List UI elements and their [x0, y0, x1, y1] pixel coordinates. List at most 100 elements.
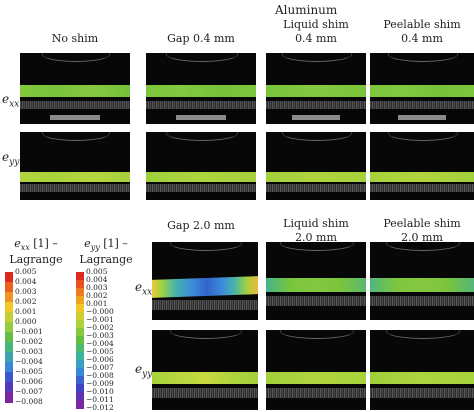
legend-eyy-title: eyy [1] – Lagrange [79, 237, 133, 267]
legend-tick-label: 0.002 [86, 291, 108, 300]
col-peelable-04-line1: Peelable shim [383, 18, 461, 31]
legend-tick-label: −0.005 [86, 347, 114, 356]
legend-tick-label: 0.001 [86, 299, 108, 308]
col-liquid-04-line2: 0.4 mm [295, 32, 337, 45]
image-peelable-20-exx [370, 242, 474, 320]
legend-color-bin [5, 382, 13, 393]
col-peelable-20-line1: Peelable shim [383, 217, 461, 230]
legend-tick-label: 0.004 [86, 275, 108, 284]
legend-color-bin [76, 336, 84, 345]
legend-tick-label: −0.011 [86, 395, 114, 404]
legend-color-bin [76, 280, 84, 289]
image-no-shim-eyy [20, 132, 130, 200]
legend-color-bin [76, 368, 84, 377]
legend-color-bin [76, 352, 84, 361]
legend-tick-label: 0.001 [15, 307, 37, 316]
legend-color-bin [5, 312, 13, 323]
legend-tick-label: −0.002 [86, 323, 114, 332]
image-no-shim-exx [20, 53, 130, 124]
image-gap-20-eyy [152, 330, 258, 410]
legend-color-bin [5, 322, 13, 333]
legend-color-bin [5, 342, 13, 353]
legend-tick-label: 0.004 [15, 277, 37, 286]
legend-tick-label: 0.005 [86, 267, 108, 276]
legend-color-bin [76, 272, 84, 281]
col-no-shim-label: No shim [51, 32, 99, 45]
legend-color-bin [76, 344, 84, 353]
group-title: Aluminum [275, 3, 338, 17]
legend-tick-label: −0.004 [86, 339, 114, 348]
legend-color-bin [5, 292, 13, 303]
col-liquid-04-line1: Liquid shim [283, 18, 349, 31]
row-label-exx-top: exx [2, 92, 20, 110]
legend-color-bin [76, 392, 84, 401]
row-label-eyy-bottom: eyy [135, 362, 153, 380]
legend-tick-label: −0.009 [86, 379, 114, 388]
legend-color-bin [76, 288, 84, 297]
image-peelable-04-exx [370, 53, 474, 124]
legend-color-bin [76, 400, 84, 409]
image-peelable-20-eyy [370, 330, 474, 410]
legend-tick-label: 0.000 [15, 317, 37, 326]
col-peelable-04-label: Peelable shim 0.4 mm [370, 19, 474, 45]
col-liquid-20-line2: 2.0 mm [295, 231, 337, 244]
col-gap-04-label: Gap 0.4 mm [167, 32, 235, 45]
legend-exx: exx [1] – Lagrange 0.005 0.004 0.003 0.002 0… [0, 238, 70, 412]
image-liquid-04-exx [266, 53, 366, 124]
legend-color-bin [5, 362, 13, 373]
col-liquid-04-label: Liquid shim 0.4 mm [268, 19, 364, 45]
col-gap-20-label: Gap 2.0 mm [167, 219, 235, 232]
legend-color-bin [76, 328, 84, 337]
legend-tick-label: −0.001 [15, 327, 43, 336]
col-peelable-20-label: Peelable shim 2.0 mm [370, 218, 474, 244]
legend-color-bin [76, 376, 84, 385]
legend-tick-label: 0.003 [86, 283, 108, 292]
legend-color-bin [76, 320, 84, 329]
legend-color-bin [76, 296, 84, 305]
legend-tick-label: −0.007 [15, 387, 43, 396]
legend-color-bin [5, 332, 13, 343]
image-peelable-04-eyy [370, 132, 474, 200]
legend-color-bin [5, 392, 13, 403]
legend-eyy: eyy [1] – Lagrange 0.005 0.004 0.003 0.002 0… [70, 238, 140, 412]
col-liquid-20-label: Liquid shim 2.0 mm [268, 218, 364, 244]
image-liquid-20-exx [266, 242, 366, 320]
image-liquid-04-eyy [266, 132, 366, 200]
legend-tick-label: −0.006 [15, 377, 43, 386]
legend-tick-label: −0.003 [15, 347, 43, 356]
image-gap-04-eyy [146, 132, 256, 200]
col-liquid-20-line1: Liquid shim [283, 217, 349, 230]
legend-tick-label: −0.000 [86, 307, 114, 316]
legend-color-bin [5, 372, 13, 383]
legend-color-bin [5, 282, 13, 293]
legend-tick-label: 0.003 [15, 287, 37, 296]
legend-tick-label: −0.005 [15, 367, 43, 376]
legend-tick-label: −0.001 [86, 315, 114, 324]
col-peelable-04-line2: 0.4 mm [401, 32, 443, 45]
image-gap-04-exx [146, 53, 256, 124]
legend-color-bin [5, 302, 13, 313]
legend-color-bin [76, 304, 84, 313]
legend-tick-label: 0.005 [15, 267, 37, 276]
legend-tick-label: −0.010 [86, 387, 114, 396]
legend-tick-label: −0.007 [86, 363, 114, 372]
legend-color-bin [5, 272, 13, 283]
legend-tick-label: −0.006 [86, 355, 114, 364]
row-label-eyy-top: eyy [2, 150, 20, 168]
col-peelable-20-line2: 2.0 mm [401, 231, 443, 244]
legend-tick-label: −0.012 [86, 403, 114, 412]
legend-color-bin [76, 360, 84, 369]
legend-tick-label: −0.003 [86, 331, 114, 340]
row-label-exx-bottom: exx [135, 280, 153, 298]
legend-tick-label: −0.008 [15, 397, 43, 406]
legend-color-bin [5, 352, 13, 363]
legend-tick-label: −0.008 [86, 371, 114, 380]
legend-color-bin [76, 312, 84, 321]
legend-tick-label: −0.002 [15, 337, 43, 346]
legend-exx-title: exx [1] – Lagrange [9, 237, 63, 267]
legend-color-bin [76, 384, 84, 393]
image-liquid-20-eyy [266, 330, 366, 410]
legend-tick-label: 0.002 [15, 297, 37, 306]
legend-tick-label: −0.004 [15, 357, 43, 366]
image-gap-20-exx [152, 242, 258, 320]
